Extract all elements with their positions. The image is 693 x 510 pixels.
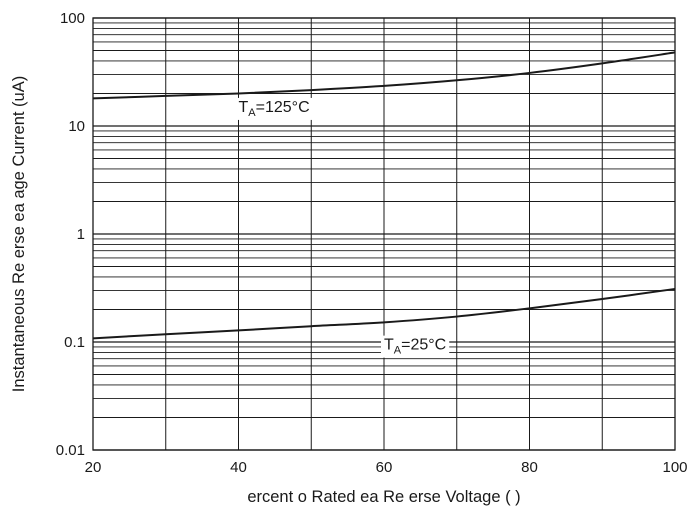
y-tick-label: 1 bbox=[77, 226, 85, 243]
x-tick-label: 100 bbox=[662, 459, 687, 476]
annotation-text: TA=25°C bbox=[384, 337, 446, 357]
x-tick-label: 20 bbox=[85, 459, 102, 476]
x-tick-label: 80 bbox=[521, 459, 538, 476]
tick-labels: 20 40 60 80 100 0.01 0.1 1 10 100 bbox=[56, 10, 688, 476]
annotation-text: TA=125°C bbox=[239, 99, 310, 119]
x-axis-title: ercent o Rated ea Re erse Voltage ( ) bbox=[247, 488, 520, 506]
annotations: TA=125°C TA=25°C bbox=[235, 97, 450, 358]
plot-frame bbox=[92, 17, 676, 451]
y-tick-label: 10 bbox=[68, 118, 85, 135]
annotation-background bbox=[235, 97, 313, 120]
annotation-background bbox=[381, 335, 450, 358]
x-tick-label: 40 bbox=[230, 459, 247, 476]
series-layer bbox=[92, 51, 676, 340]
y-tick-label: 100 bbox=[60, 10, 85, 27]
y-tick-label: 0.1 bbox=[64, 334, 85, 351]
y-tick-label: 0.01 bbox=[56, 442, 85, 459]
series-line-0 bbox=[92, 51, 676, 100]
series-line-1 bbox=[92, 287, 676, 340]
series-annotation-1: TA=25°C bbox=[381, 335, 450, 358]
series-annotation-0: TA=125°C bbox=[235, 97, 313, 120]
y-axis-title: Instantaneous Re erse ea age Current (uA… bbox=[10, 76, 28, 392]
x-tick-label: 60 bbox=[376, 459, 393, 476]
